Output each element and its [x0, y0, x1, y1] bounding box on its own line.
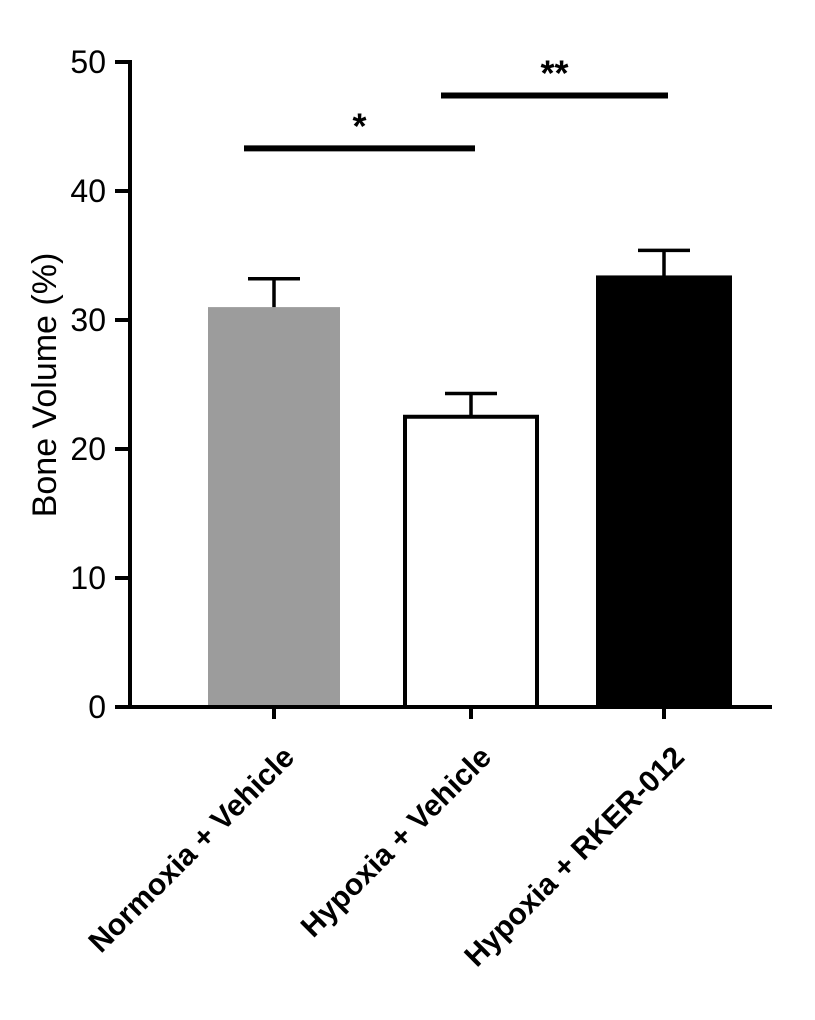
y-tick-label-30: 30 — [70, 302, 106, 338]
significance-label-2: ** — [540, 53, 568, 94]
bar-normoxia-vehicle — [208, 307, 340, 707]
x-tick-label-normoxia-vehicle: Normoxia + Vehicle — [82, 741, 300, 959]
bar-hypoxia-vehicle — [403, 414, 539, 709]
significance-label-1: * — [352, 105, 366, 146]
y-tick-label-0: 0 — [88, 689, 106, 725]
y-tick-label-10: 10 — [70, 560, 106, 596]
y-tick-label-50: 50 — [70, 44, 106, 80]
y-tick-label-40: 40 — [70, 173, 106, 209]
y-tick-label-20: 20 — [70, 431, 106, 467]
y-axis-title: Bone Volume (%) — [26, 253, 64, 518]
x-tick-label-hypoxia-rker-012: Hypoxia + RKER-012 — [458, 741, 691, 974]
x-tick-label-hypoxia-vehicle: Hypoxia + Vehicle — [295, 741, 498, 944]
bar-hypoxia-rker-012 — [596, 275, 732, 709]
